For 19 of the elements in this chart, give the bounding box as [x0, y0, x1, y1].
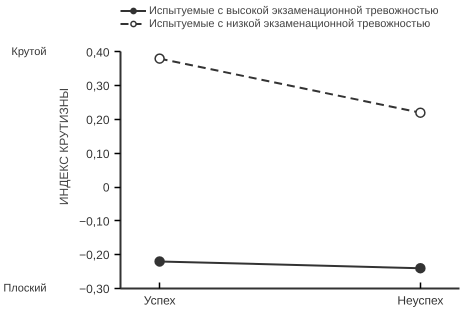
point: [415, 262, 426, 274]
legend-label: Испытуемые с высокой экзаменационной тревожностью: [149, 4, 439, 17]
y-tick-label: −0,10: [79, 214, 110, 228]
point: [415, 107, 426, 118]
x-tick-label: Неуспех: [397, 294, 444, 308]
y-tick-label: 0: [102, 180, 110, 195]
y-tick-label: 0,10: [86, 146, 110, 161]
y-tick-label: 0,30: [86, 79, 110, 94]
point: [154, 256, 165, 267]
legend-label: Испытуемые с низкой экзаменационной тревожностью: [149, 17, 430, 30]
y-tick-label: 0,20: [86, 112, 110, 127]
text: Плоский: [3, 282, 47, 294]
x-tick-label: Успех: [144, 294, 176, 308]
y-tick-label: −0,30: [79, 282, 110, 296]
y-axis-title: ИНДЕКС КРУТИЗНЫ: [57, 88, 72, 206]
point: [154, 53, 165, 64]
y-tick-label: 0,40: [86, 45, 110, 60]
y-tick-label: −0,20: [79, 248, 110, 262]
text: Крутой: [11, 46, 47, 58]
